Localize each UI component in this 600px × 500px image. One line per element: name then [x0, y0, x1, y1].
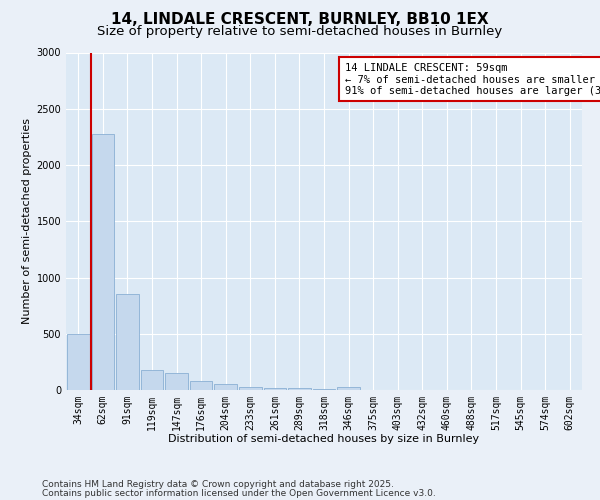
- Bar: [67, 334, 89, 390]
- Text: 14, LINDALE CRESCENT, BURNLEY, BB10 1EX: 14, LINDALE CRESCENT, BURNLEY, BB10 1EX: [111, 12, 489, 28]
- Bar: [140, 370, 163, 390]
- Y-axis label: Number of semi-detached properties: Number of semi-detached properties: [22, 118, 32, 324]
- Bar: [190, 381, 212, 390]
- Bar: [239, 386, 262, 390]
- Text: Contains HM Land Registry data © Crown copyright and database right 2025.: Contains HM Land Registry data © Crown c…: [42, 480, 394, 489]
- Text: Size of property relative to semi-detached houses in Burnley: Size of property relative to semi-detach…: [97, 25, 503, 38]
- Bar: [288, 388, 311, 390]
- Text: Contains public sector information licensed under the Open Government Licence v3: Contains public sector information licen…: [42, 488, 436, 498]
- Bar: [116, 294, 139, 390]
- Bar: [214, 384, 237, 390]
- Bar: [263, 388, 286, 390]
- Bar: [165, 373, 188, 390]
- Bar: [337, 386, 360, 390]
- Text: 14 LINDALE CRESCENT: 59sqm
← 7% of semi-detached houses are smaller (289)
91% of: 14 LINDALE CRESCENT: 59sqm ← 7% of semi-…: [344, 62, 600, 96]
- Bar: [92, 134, 114, 390]
- X-axis label: Distribution of semi-detached houses by size in Burnley: Distribution of semi-detached houses by …: [169, 434, 479, 444]
